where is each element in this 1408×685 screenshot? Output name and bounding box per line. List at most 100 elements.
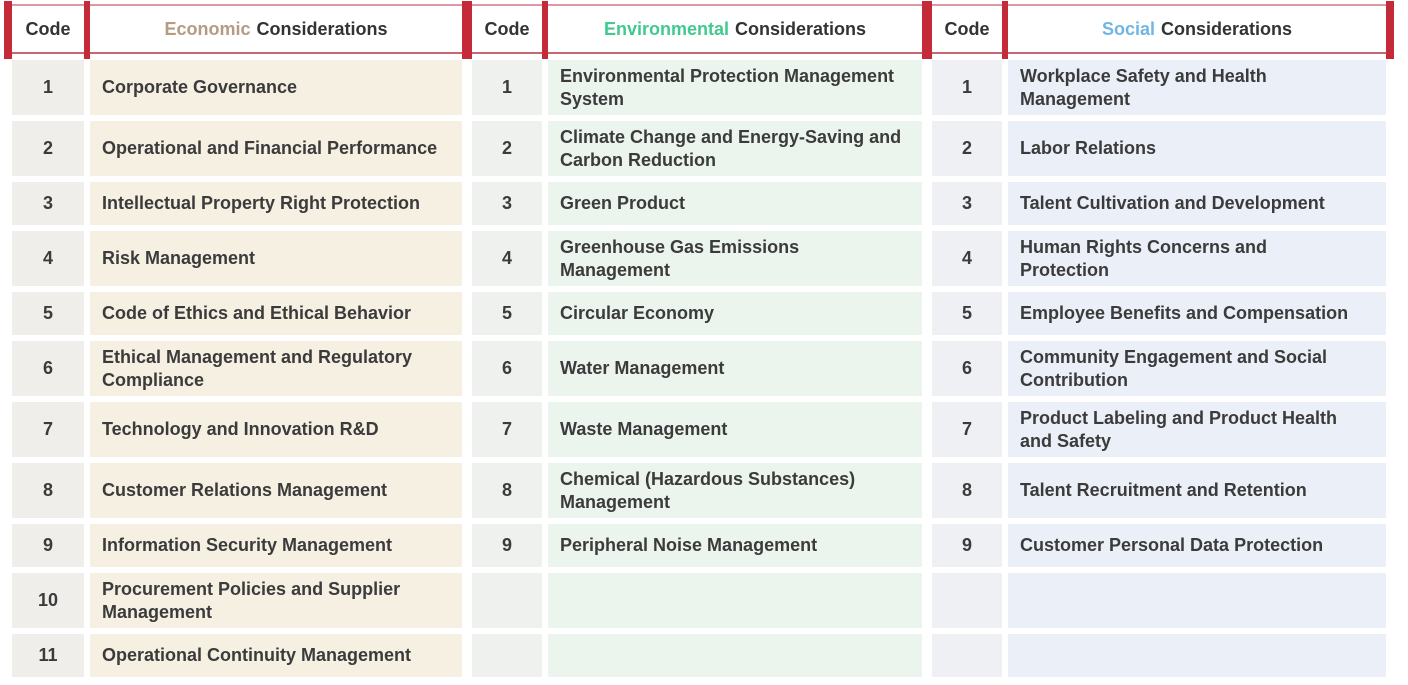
column-spacer	[922, 231, 932, 286]
column-spacer	[4, 402, 12, 457]
economic-row7-label: Technology and Innovation R&D	[90, 402, 462, 457]
header-red-bar	[542, 1, 548, 59]
social-row4-label: Human Rights Concerns and Protection	[1008, 231, 1386, 286]
social-row2-code: 2	[932, 121, 1002, 176]
column-spacer	[462, 463, 472, 518]
column-spacer	[4, 634, 12, 677]
social-row2-label: Labor Relations	[1008, 121, 1386, 176]
economic-row6-label: Ethical Management and Regulatory Compli…	[90, 341, 462, 396]
social-row8-label: Talent Recruitment and Retention	[1008, 463, 1386, 518]
environmental-title-word: Environmental	[603, 18, 729, 39]
environmental-row7-label: Waste Management	[548, 402, 922, 457]
column-spacer	[4, 121, 12, 176]
economic-row4-code: 4	[12, 231, 84, 286]
column-spacer	[922, 573, 932, 628]
economic-row1-label: Corporate Governance	[90, 60, 462, 115]
column-spacer	[1386, 121, 1394, 176]
environmental-header: Environmental Considerations	[548, 4, 922, 54]
economic-row10-label: Procurement Policies and Supplier Manage…	[90, 573, 462, 628]
economic-row10-code: 10	[12, 573, 84, 628]
column-spacer	[462, 121, 472, 176]
header-red-bar	[462, 1, 472, 59]
social-row10-code	[932, 573, 1002, 628]
environmental-row4-label: Greenhouse Gas Emissions Management	[548, 231, 922, 286]
economic-row11-code: 11	[12, 634, 84, 677]
social-title-rest: Considerations	[1161, 18, 1293, 39]
column-spacer	[1386, 341, 1394, 396]
social-title-word: Social	[1101, 18, 1155, 39]
social-row5-code: 5	[932, 292, 1002, 335]
economic-row3-code: 3	[12, 182, 84, 225]
social-row9-code: 9	[932, 524, 1002, 567]
environmental-row6-code: 6	[472, 341, 542, 396]
column-spacer	[462, 573, 472, 628]
environmental-code-header: Code	[472, 4, 542, 54]
social-code-header: Code	[932, 4, 1002, 54]
social-row9-label: Customer Personal Data Protection	[1008, 524, 1386, 567]
economic-row9-code: 9	[12, 524, 84, 567]
environmental-row1-code: 1	[472, 60, 542, 115]
economic-row2-label: Operational and Financial Performance	[90, 121, 462, 176]
column-spacer	[462, 182, 472, 225]
environmental-row10-code	[472, 573, 542, 628]
header-red-bar	[922, 1, 932, 59]
social-row3-label: Talent Cultivation and Development	[1008, 182, 1386, 225]
header-red-bar	[1002, 1, 1008, 59]
economic-code-header: Code	[12, 4, 84, 54]
social-header: Social Considerations	[1008, 4, 1386, 54]
column-spacer	[922, 292, 932, 335]
environmental-row5-code: 5	[472, 292, 542, 335]
column-spacer	[462, 634, 472, 677]
column-spacer	[1386, 402, 1394, 457]
social-row1-label: Workplace Safety and Health Management	[1008, 60, 1386, 115]
column-spacer	[4, 231, 12, 286]
column-spacer	[4, 573, 12, 628]
economic-row5-code: 5	[12, 292, 84, 335]
economic-row11-label: Operational Continuity Management	[90, 634, 462, 677]
column-spacer	[4, 524, 12, 567]
column-spacer	[922, 524, 932, 567]
header-red-bar	[84, 1, 90, 59]
column-spacer	[462, 60, 472, 115]
column-spacer	[1386, 524, 1394, 567]
column-spacer	[462, 524, 472, 567]
column-spacer	[922, 463, 932, 518]
header-red-bar	[1386, 1, 1394, 59]
social-row1-code: 1	[932, 60, 1002, 115]
social-row11-label	[1008, 634, 1386, 677]
environmental-row2-code: 2	[472, 121, 542, 176]
economic-row4-label: Risk Management	[90, 231, 462, 286]
economic-row8-code: 8	[12, 463, 84, 518]
environmental-row8-code: 8	[472, 463, 542, 518]
social-row5-label: Employee Benefits and Compensation	[1008, 292, 1386, 335]
column-spacer	[1386, 634, 1394, 677]
column-spacer	[462, 231, 472, 286]
environmental-title-rest: Considerations	[735, 18, 867, 39]
column-spacer	[462, 402, 472, 457]
economic-title-word: Economic	[164, 18, 251, 39]
environmental-row5-label: Circular Economy	[548, 292, 922, 335]
social-row7-code: 7	[932, 402, 1002, 457]
economic-row3-label: Intellectual Property Right Protection	[90, 182, 462, 225]
column-spacer	[4, 292, 12, 335]
column-spacer	[4, 60, 12, 115]
social-row3-code: 3	[932, 182, 1002, 225]
environmental-row11-label	[548, 634, 922, 677]
economic-row8-label: Customer Relations Management	[90, 463, 462, 518]
column-spacer	[1386, 182, 1394, 225]
social-row4-code: 4	[932, 231, 1002, 286]
environmental-row3-label: Green Product	[548, 182, 922, 225]
column-spacer	[4, 182, 12, 225]
economic-row5-label: Code of Ethics and Ethical Behavior	[90, 292, 462, 335]
column-spacer	[922, 182, 932, 225]
social-row6-code: 6	[932, 341, 1002, 396]
social-row10-label	[1008, 573, 1386, 628]
environmental-row6-label: Water Management	[548, 341, 922, 396]
economic-row2-code: 2	[12, 121, 84, 176]
column-spacer	[4, 341, 12, 396]
environmental-row1-label: Environmental Protection Management Syst…	[548, 60, 922, 115]
column-spacer	[922, 634, 932, 677]
column-spacer	[1386, 231, 1394, 286]
economic-title-rest: Considerations	[256, 18, 388, 39]
